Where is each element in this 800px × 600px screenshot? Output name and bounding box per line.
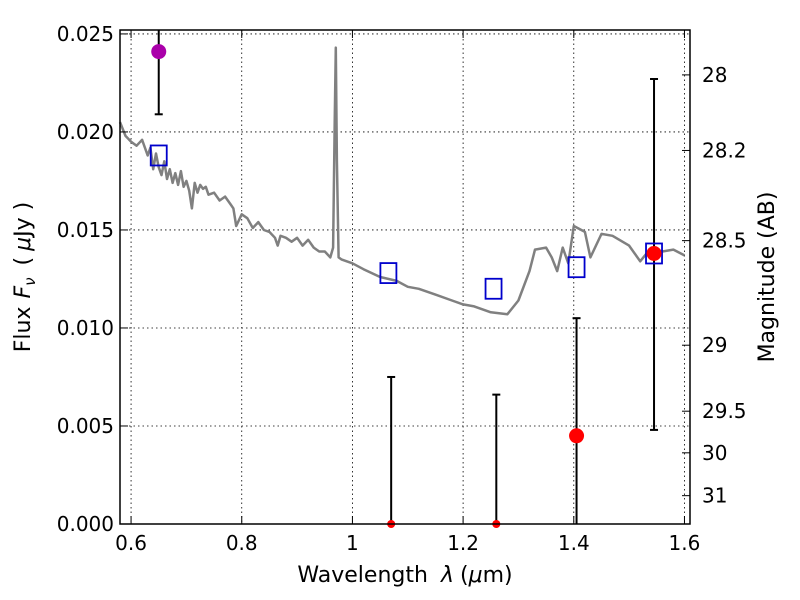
y2-tick-label: 29 bbox=[702, 333, 727, 357]
x-axis-label-text: Wavelength bbox=[297, 563, 428, 588]
y-axis-label: Flux Fν ( μJy ) bbox=[11, 202, 39, 352]
x-tick-label: 1.6 bbox=[669, 531, 701, 555]
x-tick-label: 0.8 bbox=[226, 531, 258, 555]
spectrum-layer bbox=[118, 46, 686, 316]
y-axis-unit-open: ( bbox=[11, 257, 36, 266]
y-axis-unit-mu: μ bbox=[11, 237, 36, 252]
model-point-marker bbox=[379, 262, 398, 284]
y2-tick-label: 31 bbox=[702, 484, 727, 508]
y-tick-label: 0.020 bbox=[57, 120, 114, 144]
x-tick-label: 0.6 bbox=[115, 531, 147, 555]
model-point-marker bbox=[484, 277, 503, 300]
plot-frame bbox=[119, 29, 691, 525]
points-layer bbox=[149, 44, 663, 528]
y-tick-label: 0.010 bbox=[57, 316, 114, 340]
model-point-marker bbox=[149, 144, 168, 167]
tick-labels-layer: 0.6 0.8 1 1.2 1.4 1.6 0.000 0.005 0.010 0.015 0.02… bbox=[57, 22, 747, 555]
grid-lines bbox=[120, 30, 690, 525]
x-tick-label: 1.2 bbox=[447, 531, 479, 555]
x-axis-unit-rest: m) bbox=[483, 563, 513, 588]
x-tick-label: 1.4 bbox=[558, 531, 590, 555]
observed-point-marker bbox=[569, 428, 585, 444]
y2-tick-label: 28 bbox=[702, 63, 727, 87]
ticks-layer bbox=[120, 30, 690, 525]
model-point-marker bbox=[567, 256, 586, 279]
special-point-marker bbox=[151, 44, 167, 60]
y-axis-unit-rest: Jy ) bbox=[11, 202, 36, 239]
y-axis-label-subscript: ν bbox=[21, 277, 39, 285]
x-axis-label-symbol: λ bbox=[440, 563, 454, 588]
x-axis-label: Wavelength λ (μm) bbox=[297, 563, 512, 588]
y-tick-label: 0.005 bbox=[57, 414, 114, 438]
y-axis-label-symbol: F bbox=[11, 286, 36, 299]
model-spectrum-line bbox=[118, 46, 686, 316]
y-tick-label: 0.025 bbox=[57, 22, 114, 46]
x-axis-unit-mu: μ bbox=[468, 563, 483, 588]
observed-point-marker bbox=[646, 245, 662, 261]
x-tick-label: 1 bbox=[346, 531, 359, 555]
y-tick-label: 0.000 bbox=[57, 512, 114, 536]
y2-tick-label: 30 bbox=[702, 441, 727, 465]
y-tick-label: 0.015 bbox=[57, 218, 114, 242]
y2-tick-label: 28.2 bbox=[702, 138, 747, 162]
y2-tick-label: 28.5 bbox=[702, 229, 747, 253]
x-axis-unit-open: ( bbox=[460, 563, 469, 588]
model-point-marker bbox=[645, 242, 663, 265]
y2-tick-label: 29.5 bbox=[702, 399, 747, 423]
y-axis-label-text: Flux bbox=[11, 307, 36, 353]
y2-axis-label: Magnitude (AB) bbox=[755, 192, 780, 363]
